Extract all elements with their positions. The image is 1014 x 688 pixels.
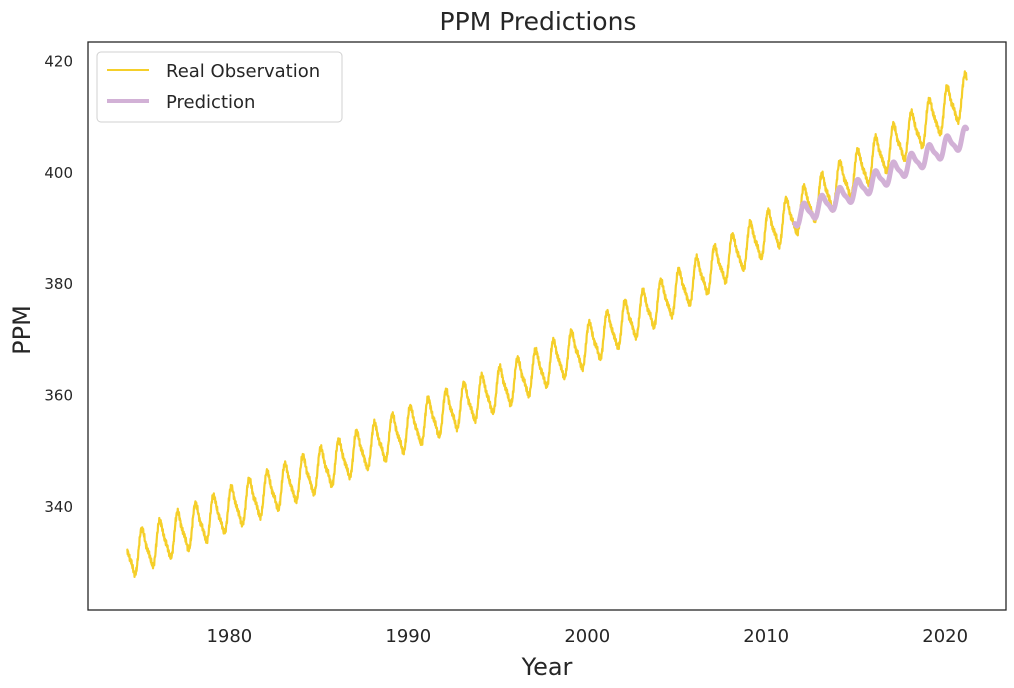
- x-tick-label: 2020: [922, 626, 968, 647]
- x-tick-label: 1990: [385, 626, 431, 647]
- y-tick-label: 340: [44, 498, 73, 516]
- plot-area: 1980 1990 2000 2010 2020 340 360 380 400 420: [44, 41, 1007, 647]
- series-layer: [126, 70, 970, 579]
- x-tick-label: 1980: [206, 626, 252, 647]
- x-tick-label: 2010: [743, 626, 789, 647]
- series-line-prediction: [792, 124, 970, 229]
- legend-box: [96, 51, 343, 123]
- legend: Real Observation Prediction: [96, 51, 343, 123]
- legend-label-real-observation: Real Observation: [166, 61, 320, 82]
- series-line-real-observation: [126, 70, 968, 579]
- x-axis-label: Year: [521, 653, 573, 681]
- y-axis-label: PPM: [8, 305, 36, 355]
- y-axis-ticks: 340 360 380 400 420: [44, 52, 73, 515]
- y-tick-label: 420: [44, 52, 73, 70]
- y-tick-label: 380: [44, 275, 73, 293]
- x-tick-label: 2000: [564, 626, 610, 647]
- legend-label-prediction: Prediction: [166, 92, 255, 113]
- plot-frame: [87, 41, 1007, 611]
- x-axis-ticks: 1980 1990 2000 2010 2020: [206, 626, 968, 647]
- y-tick-label: 360: [44, 387, 73, 405]
- y-tick-label: 400: [44, 164, 73, 182]
- chart-title: PPM Predictions: [440, 7, 637, 36]
